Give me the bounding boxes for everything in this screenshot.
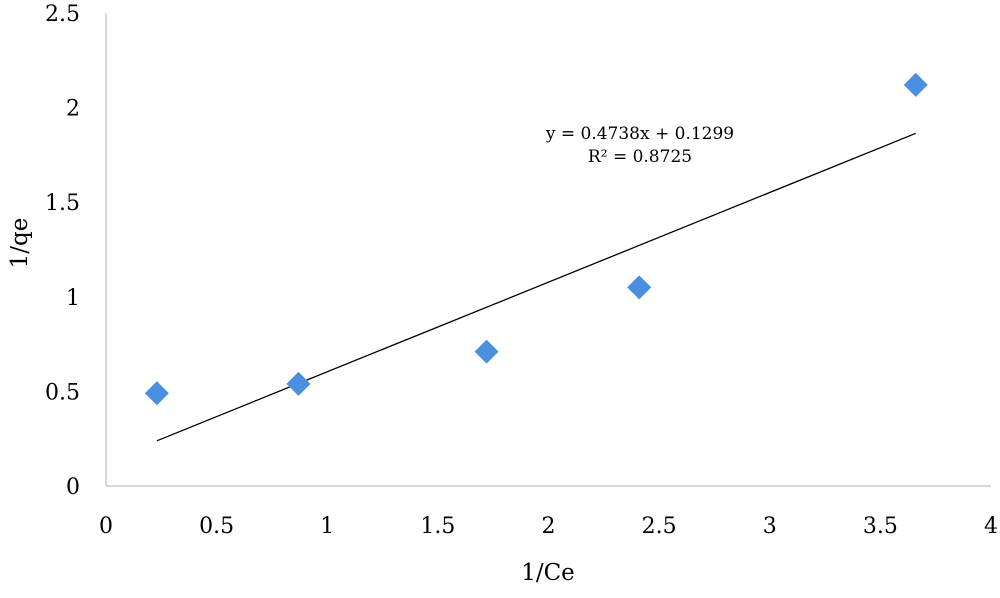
x-tick-label: 3 bbox=[763, 514, 777, 539]
x-tick-label: 3.5 bbox=[863, 514, 898, 539]
x-tick-label: 0 bbox=[99, 514, 113, 539]
x-axis-title: 1/Ce bbox=[521, 560, 575, 586]
data-points bbox=[144, 72, 928, 406]
trendline bbox=[156, 132, 917, 442]
y-tick-labels: 0 0.5 1 1.5 2 2.5 bbox=[45, 2, 80, 500]
trendline-equation: y = 0.4738x + 0.1299 bbox=[545, 124, 734, 144]
r-squared-label: R² = 0.8725 bbox=[588, 147, 692, 167]
data-point bbox=[903, 72, 928, 97]
x-tick-label: 2 bbox=[542, 514, 556, 539]
y-tick-label: 2.5 bbox=[45, 2, 80, 27]
x-tick-label: 1.5 bbox=[420, 514, 455, 539]
y-tick-label: 0 bbox=[66, 475, 80, 500]
x-tick-label: 4 bbox=[984, 514, 998, 539]
x-tick-label: 0.5 bbox=[199, 514, 234, 539]
data-point bbox=[474, 339, 499, 364]
y-tick-label: 1 bbox=[66, 286, 80, 311]
data-point bbox=[286, 371, 311, 396]
y-tick-label: 0.5 bbox=[45, 380, 80, 405]
axes bbox=[105, 13, 991, 487]
y-tick-label: 1.5 bbox=[45, 191, 80, 216]
x-tick-label: 2.5 bbox=[642, 514, 677, 539]
y-axis-title: 1/qe bbox=[7, 218, 33, 269]
x-tick-labels: 0 0.5 1 1.5 2 2.5 3 3.5 4 bbox=[99, 514, 998, 539]
y-tick-label: 2 bbox=[66, 97, 80, 122]
x-tick-label: 1 bbox=[320, 514, 334, 539]
data-point bbox=[144, 381, 169, 406]
data-point bbox=[627, 275, 652, 300]
